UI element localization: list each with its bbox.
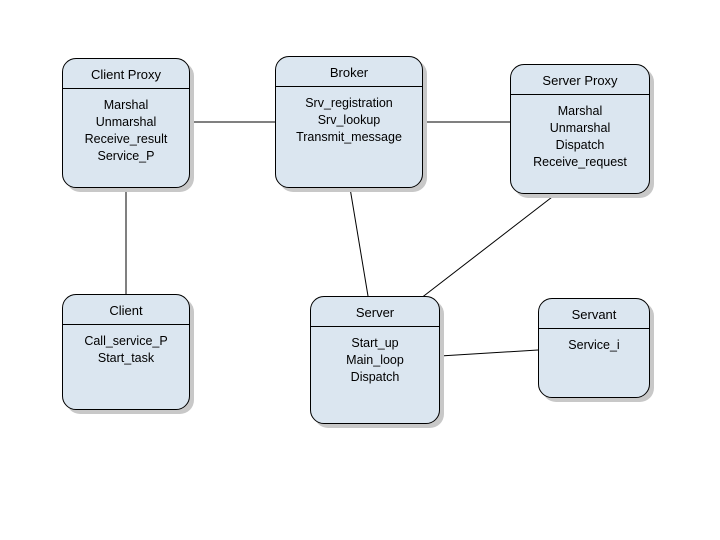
node-servant: Servant Service_i — [538, 298, 650, 398]
node-method: Srv_registration — [305, 95, 393, 112]
node-broker: BrokerSrv_registrationSrv_lookupTransmit… — [275, 56, 423, 188]
edge-server-servant — [440, 350, 538, 356]
node-client_proxy: Client ProxyMarshalUnmarshalReceive_resu… — [62, 58, 190, 188]
node-face: BrokerSrv_registrationSrv_lookupTransmit… — [275, 56, 423, 188]
node-title: Client Proxy — [63, 59, 189, 88]
node-title: Server Proxy — [511, 65, 649, 94]
node-server_proxy: Server ProxyMarshalUnmarshalDispatchRece… — [510, 64, 650, 194]
node-method: Marshal — [558, 103, 602, 120]
node-title: Servant — [539, 299, 649, 328]
node-method: Transmit_message — [296, 129, 402, 146]
node-methods: Srv_registrationSrv_lookupTransmit_messa… — [276, 87, 422, 156]
node-method: Dispatch — [351, 369, 400, 386]
node-method: Unmarshal — [96, 114, 156, 131]
node-client: ClientCall_service_PStart_task — [62, 294, 190, 410]
node-method: Start_up — [351, 335, 398, 352]
edge-server_proxy-server — [416, 194, 556, 302]
node-methods: MarshalUnmarshalReceive_resultService_P — [63, 89, 189, 175]
node-face: Server ProxyMarshalUnmarshalDispatchRece… — [510, 64, 650, 194]
node-method: Unmarshal — [550, 120, 610, 137]
node-face: Client ProxyMarshalUnmarshalReceive_resu… — [62, 58, 190, 188]
node-methods: MarshalUnmarshalDispatchReceive_request — [511, 95, 649, 181]
node-title: Server — [311, 297, 439, 326]
node-methods: Start_upMain_loopDispatch — [311, 327, 439, 396]
edge-broker-server — [350, 188, 368, 296]
node-method: Main_loop — [346, 352, 404, 369]
node-title: Client — [63, 295, 189, 324]
node-method: Receive_request — [533, 154, 627, 171]
node-method: Service_i — [568, 337, 619, 354]
node-face: ServerStart_upMain_loopDispatch — [310, 296, 440, 424]
node-methods: Call_service_PStart_task — [63, 325, 189, 377]
node-method: Call_service_P — [84, 333, 167, 350]
node-method: Service_P — [98, 148, 155, 165]
node-method: Marshal — [104, 97, 148, 114]
node-method: Dispatch — [556, 137, 605, 154]
node-method: Srv_lookup — [318, 112, 381, 129]
node-face: Servant Service_i — [538, 298, 650, 398]
node-method: Start_task — [98, 350, 154, 367]
node-method: Receive_result — [85, 131, 168, 148]
node-face: ClientCall_service_PStart_task — [62, 294, 190, 410]
node-methods: Service_i — [539, 329, 649, 364]
node-server: ServerStart_upMain_loopDispatch — [310, 296, 440, 424]
node-title: Broker — [276, 57, 422, 86]
